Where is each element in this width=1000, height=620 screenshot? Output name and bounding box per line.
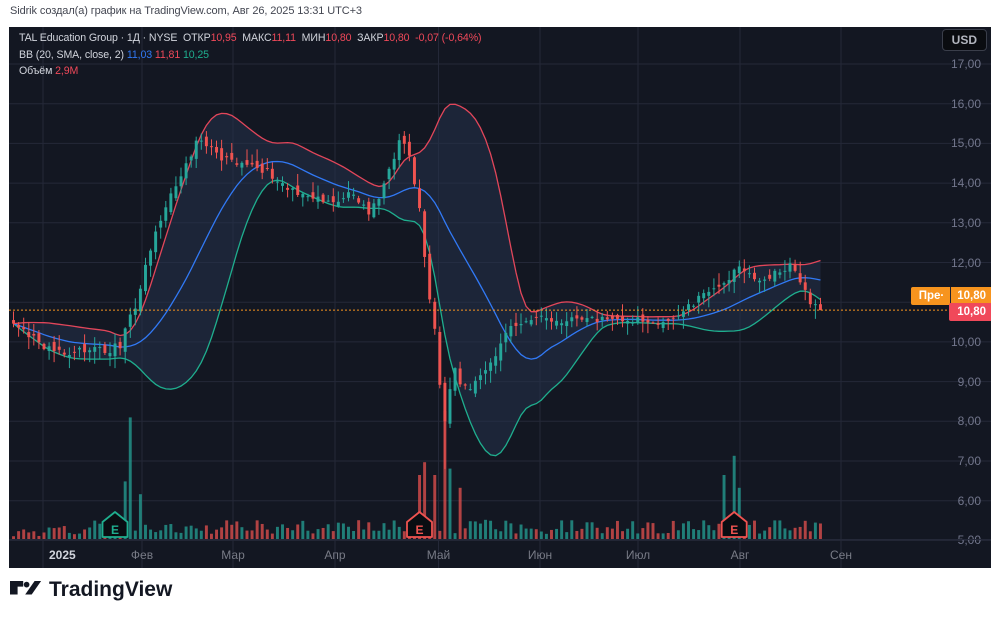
svg-text:E: E [415, 523, 423, 537]
svg-text:E: E [730, 523, 738, 537]
svg-text:E: E [111, 523, 119, 537]
